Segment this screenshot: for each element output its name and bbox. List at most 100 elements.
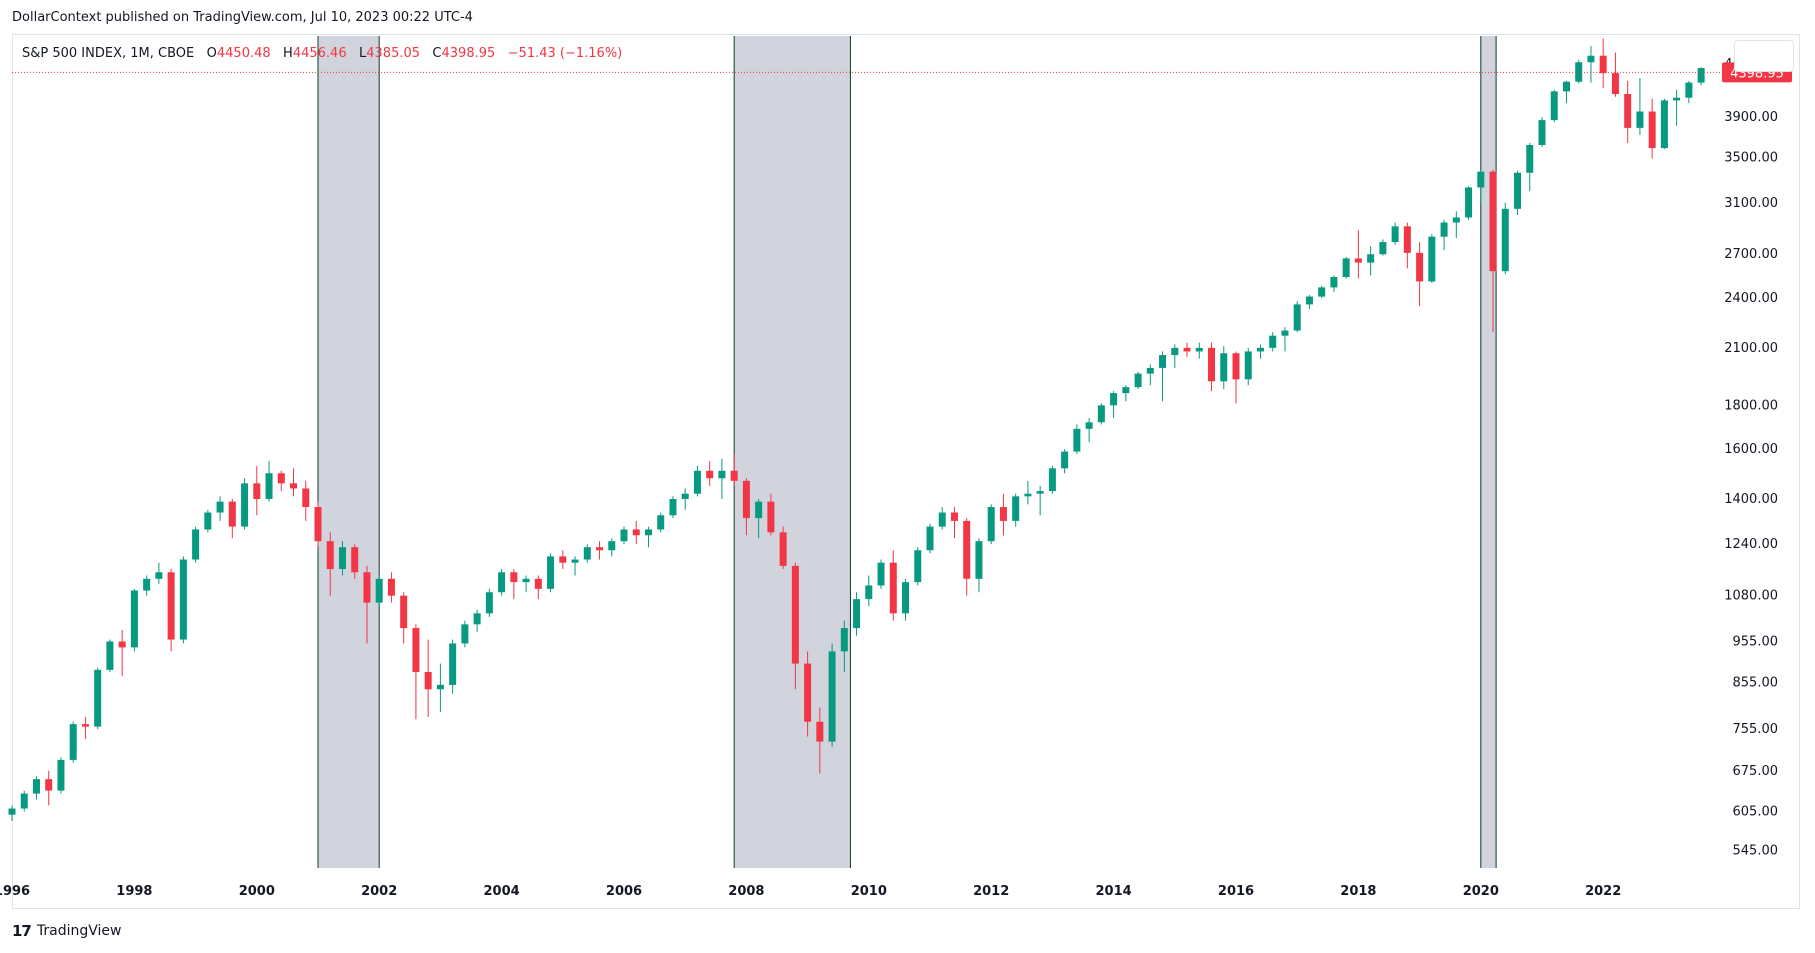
candle: [975, 538, 983, 593]
candle-body: [1391, 226, 1399, 243]
candle: [290, 468, 298, 497]
x-tick-label: 2012: [973, 884, 1009, 899]
candle-body: [1354, 258, 1362, 263]
candle: [1526, 142, 1534, 191]
candle-body: [510, 572, 518, 583]
candle: [106, 639, 114, 672]
candle: [693, 465, 701, 497]
candle-body: [253, 483, 261, 499]
candle: [791, 562, 799, 690]
candle: [1354, 230, 1362, 279]
candle-body: [143, 578, 151, 591]
candle-body: [620, 529, 628, 542]
candle: [265, 461, 273, 502]
legend-open-label: O: [206, 46, 217, 61]
candle-body: [865, 585, 873, 600]
candle-body: [1403, 226, 1411, 253]
candle: [742, 478, 750, 536]
candle: [926, 523, 934, 554]
candle: [1244, 347, 1252, 386]
candle: [902, 578, 910, 621]
candle-body: [1611, 73, 1619, 95]
candle-body: [228, 501, 236, 527]
candle-body: [889, 562, 897, 614]
candle-body: [1685, 82, 1693, 98]
candle: [1305, 295, 1313, 310]
candle-body: [1305, 296, 1313, 305]
candle-body: [1183, 347, 1191, 352]
candle-body: [742, 480, 750, 519]
candle-body: [1514, 172, 1522, 209]
candle: [1599, 38, 1607, 88]
candle: [730, 453, 738, 486]
candle: [1648, 98, 1656, 159]
candle-body: [20, 793, 28, 809]
candle: [8, 805, 16, 821]
candle: [1318, 285, 1326, 299]
candle-body: [326, 541, 334, 570]
candle-body: [608, 541, 616, 551]
candle: [1036, 485, 1044, 516]
candle-body: [216, 501, 224, 513]
candle-body: [1195, 347, 1203, 352]
candle: [840, 620, 848, 672]
x-tick-label: 2018: [1340, 884, 1376, 899]
candle: [963, 518, 971, 596]
y-tick-label: 1080.00: [1724, 589, 1778, 604]
candle: [865, 575, 873, 607]
candle: [877, 559, 885, 589]
candle-body: [1085, 422, 1093, 429]
candle: [1208, 342, 1216, 392]
candle: [853, 592, 861, 636]
candle: [387, 572, 395, 603]
candle: [1465, 186, 1473, 220]
candle: [596, 541, 604, 560]
candle: [950, 507, 958, 539]
y-tick-label: 2100.00: [1724, 341, 1778, 356]
candle: [767, 493, 775, 536]
candle-body: [718, 470, 726, 479]
chart-toolbar-button[interactable]: [1734, 40, 1794, 72]
candle: [485, 588, 493, 617]
y-tick-label: 1600.00: [1724, 442, 1778, 457]
legend-symbol: S&P 500 INDEX, 1M, CBOE: [22, 46, 195, 61]
x-tick-label: 1996: [0, 884, 30, 899]
candle-body: [1697, 68, 1705, 83]
candle: [1061, 449, 1069, 474]
candle-body: [999, 507, 1007, 521]
candle: [1048, 465, 1056, 494]
candle-body: [461, 624, 469, 644]
candle-body: [130, 590, 138, 648]
candle-body: [118, 641, 126, 648]
candle: [1085, 417, 1093, 443]
candle-body: [204, 512, 212, 530]
legend-close-label: C: [432, 46, 442, 61]
y-tick-label: 3900.00: [1724, 110, 1778, 125]
candle: [571, 556, 579, 576]
candle: [1611, 52, 1619, 97]
legend-low-label: L: [359, 46, 367, 61]
candle-body: [950, 512, 958, 521]
candle: [1256, 344, 1264, 359]
x-tick-label: 2020: [1463, 884, 1499, 899]
candle-body: [375, 578, 383, 603]
candle-body: [681, 493, 689, 499]
candle: [755, 498, 763, 539]
candle-body: [1244, 351, 1252, 380]
candle-body: [1012, 496, 1020, 521]
candle: [1110, 391, 1118, 418]
y-tick-label: 675.00: [1733, 764, 1779, 779]
candle-body: [571, 559, 579, 563]
candle: [1012, 493, 1020, 527]
candle-body: [534, 578, 542, 589]
candle: [547, 553, 555, 593]
candle-body: [1024, 493, 1032, 497]
candle-body: [583, 547, 591, 560]
candle: [828, 643, 836, 747]
candle-body: [1379, 242, 1387, 255]
publisher-caption: DollarContext published on TradingView.c…: [12, 10, 473, 25]
candle-body: [657, 515, 665, 530]
candle-body: [1550, 91, 1558, 121]
x-tick-label: 1998: [116, 884, 152, 899]
